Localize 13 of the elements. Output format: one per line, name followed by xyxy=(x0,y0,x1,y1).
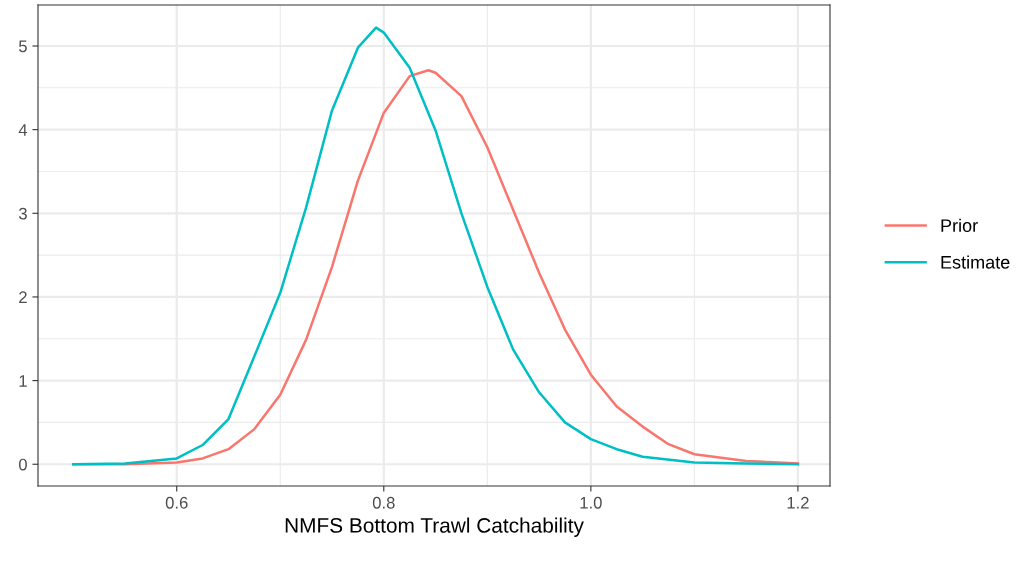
x-axis-title: NMFS Bottom Trawl Catchability xyxy=(285,517,584,537)
legend-label: Prior xyxy=(941,218,978,232)
x-tick-label: 1.0 xyxy=(580,496,602,509)
legend-label: Estimate xyxy=(941,255,1010,269)
x-tick-label: 0.6 xyxy=(165,496,188,509)
y-tick-label: 3 xyxy=(18,207,27,220)
y-tick-label: 2 xyxy=(19,291,27,303)
y-tick-label: 5 xyxy=(18,40,27,53)
y-tick-label: 1 xyxy=(19,375,27,387)
x-tick-label: 0.8 xyxy=(372,496,395,509)
y-tick-label: 0 xyxy=(18,458,27,471)
x-tick-label: 1.2 xyxy=(787,496,809,509)
y-tick-label: 4 xyxy=(18,124,28,136)
